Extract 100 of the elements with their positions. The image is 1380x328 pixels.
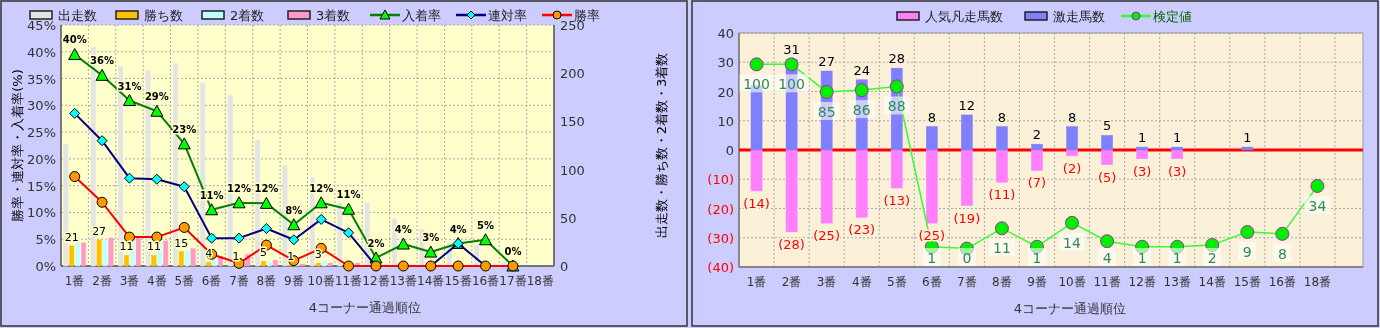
data-label: (23) bbox=[848, 222, 876, 238]
data-label: 4% bbox=[449, 223, 467, 235]
data-label: 86 bbox=[852, 102, 871, 119]
data-label: 11% bbox=[336, 189, 361, 201]
y-tick-label: 20% bbox=[27, 151, 56, 167]
x-tick-label: 8番 bbox=[992, 275, 1012, 289]
legend-label: 2着数 bbox=[230, 8, 265, 23]
x-tick-label: 13番 bbox=[1163, 275, 1191, 289]
legend-label: 入着率 bbox=[402, 8, 441, 23]
data-label: (11) bbox=[988, 187, 1016, 203]
y-tick-label: (40) bbox=[707, 260, 734, 275]
y-tick-label: 15% bbox=[27, 178, 56, 194]
data-label: 1 bbox=[1173, 130, 1182, 146]
x-tick-label: 1番 bbox=[64, 274, 85, 288]
x-tick-label: 3番 bbox=[816, 275, 837, 289]
data-label: 9 bbox=[1242, 243, 1252, 260]
data-label: 8 bbox=[1067, 109, 1077, 125]
x-axis-title: 4コーナー通過順位 bbox=[308, 300, 422, 315]
y-tick-label: (30) bbox=[707, 230, 734, 246]
x-tick-label: 10番 bbox=[1058, 275, 1086, 289]
x-tick-label: 5番 bbox=[886, 275, 907, 289]
data-label: 5 bbox=[1102, 118, 1112, 134]
data-label: 11 bbox=[146, 240, 161, 254]
data-label: 40% bbox=[62, 34, 87, 46]
data-label: 24 bbox=[853, 62, 870, 78]
data-label: (7) bbox=[1027, 175, 1047, 191]
data-label: 1 bbox=[1032, 250, 1042, 266]
data-label: 34 bbox=[1308, 197, 1327, 214]
x-axis-title: 4コーナー通過順位 bbox=[1013, 301, 1127, 316]
x-tick-label: 15番 bbox=[1233, 275, 1261, 289]
y-tick-label: 40% bbox=[27, 44, 56, 60]
data-label: 3 bbox=[314, 248, 322, 262]
data-label: 88 bbox=[887, 98, 906, 115]
x-tick-label: 5番 bbox=[174, 274, 195, 288]
data-label: 12% bbox=[227, 182, 251, 194]
data-label: 1 bbox=[1137, 250, 1147, 266]
data-label: 27 bbox=[818, 54, 835, 70]
x-tick-label: 2番 bbox=[92, 274, 112, 288]
y-tick-label: (20) bbox=[707, 201, 734, 217]
y2-tick-label: 150 bbox=[560, 114, 585, 130]
data-label: 1 bbox=[232, 250, 240, 264]
data-label: 28 bbox=[888, 51, 906, 67]
x-tick-label: 13番 bbox=[389, 274, 417, 288]
x-tick-label: 11番 bbox=[334, 274, 363, 288]
y-tick-label: 0 bbox=[725, 143, 734, 158]
data-label: 8% bbox=[285, 204, 303, 216]
x-tick-label: 15番 bbox=[444, 274, 472, 288]
data-label: (5) bbox=[1097, 169, 1117, 185]
y2-tick-label: 200 bbox=[560, 66, 585, 82]
x-tick-label: 7番 bbox=[229, 274, 249, 288]
data-label: 5 bbox=[259, 246, 267, 260]
y2-tick-label: 100 bbox=[560, 162, 585, 178]
legend-label: 勝ち数 bbox=[144, 8, 183, 23]
data-label: 1 bbox=[1138, 130, 1147, 146]
data-label: 1 bbox=[1243, 130, 1252, 146]
data-label: 8 bbox=[927, 109, 936, 125]
legend-label: 連対率 bbox=[488, 8, 527, 23]
data-label: 5% bbox=[477, 219, 495, 231]
y-tick-label: 0% bbox=[35, 259, 56, 274]
x-tick-label: 14番 bbox=[1198, 275, 1226, 289]
x-tick-label: 8番 bbox=[256, 274, 277, 288]
legend-label: 検定値 bbox=[1153, 9, 1192, 24]
x-tick-label: 16番 bbox=[471, 274, 500, 288]
data-label: 85 bbox=[817, 103, 836, 120]
y-tick-label: 45% bbox=[27, 18, 56, 33]
x-tick-label: 9番 bbox=[283, 274, 304, 288]
x-tick-label: 1番 bbox=[746, 275, 767, 289]
data-label: 0 bbox=[962, 250, 972, 266]
x-tick-label: 12番 bbox=[1128, 275, 1156, 289]
data-label: (19) bbox=[953, 210, 981, 226]
x-tick-label: 3番 bbox=[119, 274, 140, 288]
x-tick-label: 14番 bbox=[417, 274, 445, 288]
data-label: 12% bbox=[254, 183, 279, 195]
y-tick-label: 30 bbox=[717, 55, 734, 71]
data-label: 11 bbox=[993, 240, 1011, 257]
y-tick-label: (10) bbox=[707, 172, 734, 188]
data-label: 21 bbox=[64, 230, 79, 244]
data-label: (3) bbox=[1167, 163, 1187, 179]
data-label: 36% bbox=[90, 55, 115, 67]
data-label: 2 bbox=[1207, 250, 1217, 266]
data-label: 1 bbox=[927, 250, 937, 266]
data-label: 31 bbox=[783, 42, 800, 58]
x-tick-label: 4番 bbox=[851, 275, 872, 289]
data-label: 1 bbox=[1172, 250, 1182, 266]
y-tick-label: 25% bbox=[27, 125, 56, 141]
x-tick-label: 6番 bbox=[201, 274, 222, 288]
legend-label: 激走馬数 bbox=[1053, 9, 1105, 24]
x-tick-label: 4番 bbox=[147, 274, 167, 288]
legend-label: 出走数 bbox=[58, 8, 97, 23]
x-tick-label: 18番 bbox=[1303, 275, 1332, 289]
legend-label: 人気凡走馬数 bbox=[925, 9, 1003, 24]
x-tick-label: 12番 bbox=[362, 274, 390, 288]
x-tick-label: 16番 bbox=[1268, 275, 1297, 289]
x-tick-label: 18番 bbox=[526, 274, 554, 288]
data-label: 3% bbox=[422, 232, 440, 244]
data-label: 4% bbox=[394, 224, 412, 236]
data-label: 29% bbox=[144, 91, 169, 103]
data-label: 100 bbox=[778, 76, 805, 93]
data-label: 27 bbox=[92, 224, 107, 238]
data-label: 11 bbox=[119, 240, 134, 254]
